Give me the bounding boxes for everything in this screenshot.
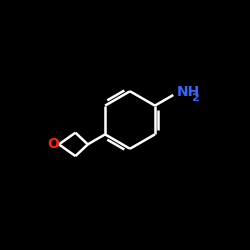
Text: NH: NH [176,86,200,100]
Text: O: O [48,138,59,151]
Text: 2: 2 [191,93,198,103]
